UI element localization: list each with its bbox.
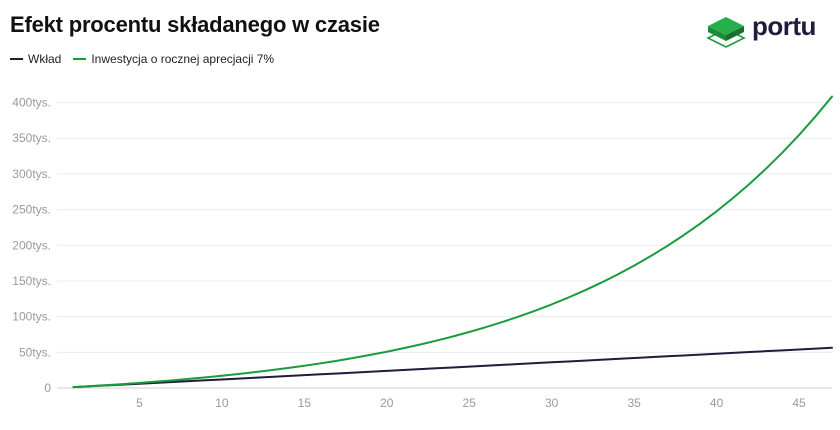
- stacked-green-cubes-icon: [706, 17, 746, 48]
- series-layer: [72, 95, 833, 389]
- series-line-investment: [72, 95, 833, 389]
- legend-swatch-contribution: [10, 58, 23, 60]
- x-tick-label: 10: [215, 396, 229, 410]
- chart-legend: Wkład Inwestycja o rocznej aprecjacji 7%: [10, 52, 274, 66]
- chart-title: Efekt procentu składanego w czasie: [10, 12, 380, 37]
- x-tick-label: 45: [792, 396, 806, 410]
- x-tick-label: 35: [627, 396, 641, 410]
- grid-layer: [57, 102, 832, 389]
- y-axis-ticks: 0 50tys. 100tys. 150tys. 200tys. 250tys. 300ty…: [12, 96, 51, 395]
- y-tick-label: 300tys.: [12, 167, 51, 181]
- legend-swatch-investment: [73, 58, 87, 60]
- y-tick-label: 200tys.: [12, 238, 51, 252]
- x-tick-label: 15: [298, 396, 312, 410]
- x-tick-label: 25: [463, 396, 477, 410]
- y-tick-label: 100tys.: [12, 310, 51, 324]
- legend-item-contribution: Wkład: [10, 52, 61, 66]
- x-tick-label: 40: [710, 396, 724, 410]
- x-tick-label: 30: [545, 396, 559, 410]
- x-tick-label: 5: [136, 396, 143, 410]
- brand-name: portu: [752, 10, 816, 41]
- x-axis-ticks: 5 10 15 20 25 30 35 40 45: [136, 396, 806, 410]
- y-tick-label: 150tys.: [12, 274, 51, 288]
- y-tick-label: 400tys.: [12, 96, 51, 110]
- y-tick-label: 350tys.: [12, 131, 51, 145]
- legend-label-contribution: Wkład: [28, 52, 62, 66]
- brand-logo: portu: [706, 10, 816, 50]
- legend-item-investment: Inwestycja o rocznej aprecjacji 7%: [73, 52, 274, 66]
- series-line-contribution: [72, 346, 833, 389]
- y-tick-label: 0: [44, 381, 51, 395]
- x-tick-label: 20: [380, 396, 394, 410]
- y-tick-label: 250tys.: [12, 203, 51, 217]
- y-tick-label: 50tys.: [19, 345, 51, 359]
- legend-label-investment: Inwestycja o rocznej aprecjacji 7%: [91, 52, 275, 66]
